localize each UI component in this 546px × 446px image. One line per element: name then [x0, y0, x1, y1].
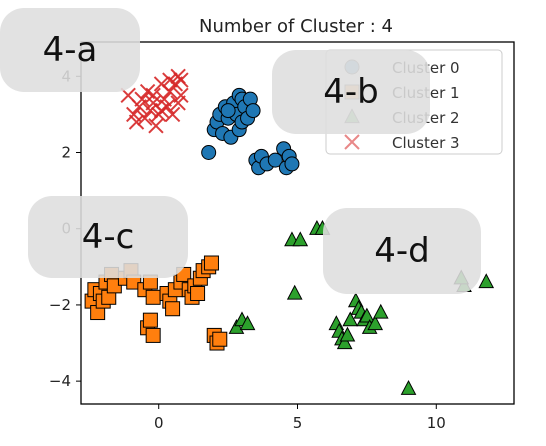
- data-point-cluster-2: [367, 315, 384, 331]
- data-point-cluster-3: [137, 110, 153, 126]
- data-point-cluster-0: [245, 103, 261, 119]
- data-point-cluster-0: [201, 145, 217, 161]
- scatter-marks: [84, 68, 495, 395]
- data-point-cluster-1: [165, 301, 181, 317]
- data-point-cluster-1: [145, 327, 161, 343]
- x-tick-label: 10: [427, 414, 446, 432]
- overlay-label-4a: 4-a: [0, 8, 140, 92]
- data-point-cluster-3: [164, 106, 181, 123]
- data-point-cluster-2: [292, 231, 309, 247]
- data-point-cluster-0: [267, 152, 283, 168]
- x-tick-label: 0: [154, 414, 164, 432]
- data-point-cluster-2: [478, 273, 495, 289]
- overlay-label-4b: 4-b: [272, 50, 430, 134]
- data-point-cluster-2: [400, 379, 417, 395]
- data-point-cluster-3: [148, 118, 164, 134]
- y-tick-label: −2: [49, 296, 71, 314]
- data-point-cluster-3: [170, 95, 186, 111]
- legend-marker: [344, 134, 360, 150]
- data-point-cluster-3: [173, 72, 189, 88]
- data-point-cluster-1: [142, 312, 158, 328]
- data-point-cluster-3: [162, 72, 178, 88]
- data-point-cluster-1: [145, 289, 161, 305]
- data-point-cluster-2: [286, 284, 303, 300]
- data-point-cluster-3: [145, 87, 161, 104]
- data-point-cluster-3: [153, 102, 170, 119]
- y-tick-label: −4: [49, 372, 71, 390]
- data-point-cluster-2: [339, 326, 356, 342]
- chart-title: Number of Cluster : 4: [199, 16, 393, 37]
- data-point-cluster-1: [203, 255, 219, 271]
- data-point-cluster-0: [284, 156, 300, 172]
- data-point-cluster-2: [239, 315, 256, 331]
- data-point-cluster-1: [106, 278, 122, 294]
- y-tick-label: 2: [61, 144, 71, 162]
- x-tick-label: 5: [293, 414, 303, 432]
- data-point-cluster-3: [128, 114, 145, 130]
- legend-label: Cluster 3: [392, 134, 460, 152]
- data-point-cluster-2: [336, 334, 353, 350]
- overlay-label-4d: 4-d: [323, 208, 481, 294]
- data-point-cluster-2: [342, 311, 359, 327]
- data-point-cluster-1: [212, 331, 228, 347]
- overlay-label-4c: 4-c: [28, 196, 188, 278]
- data-point-cluster-0: [220, 103, 236, 119]
- data-point-cluster-2: [359, 307, 375, 323]
- data-point-cluster-3: [134, 91, 150, 107]
- data-point-cluster-2: [372, 303, 389, 319]
- data-point-cluster-1: [190, 285, 206, 301]
